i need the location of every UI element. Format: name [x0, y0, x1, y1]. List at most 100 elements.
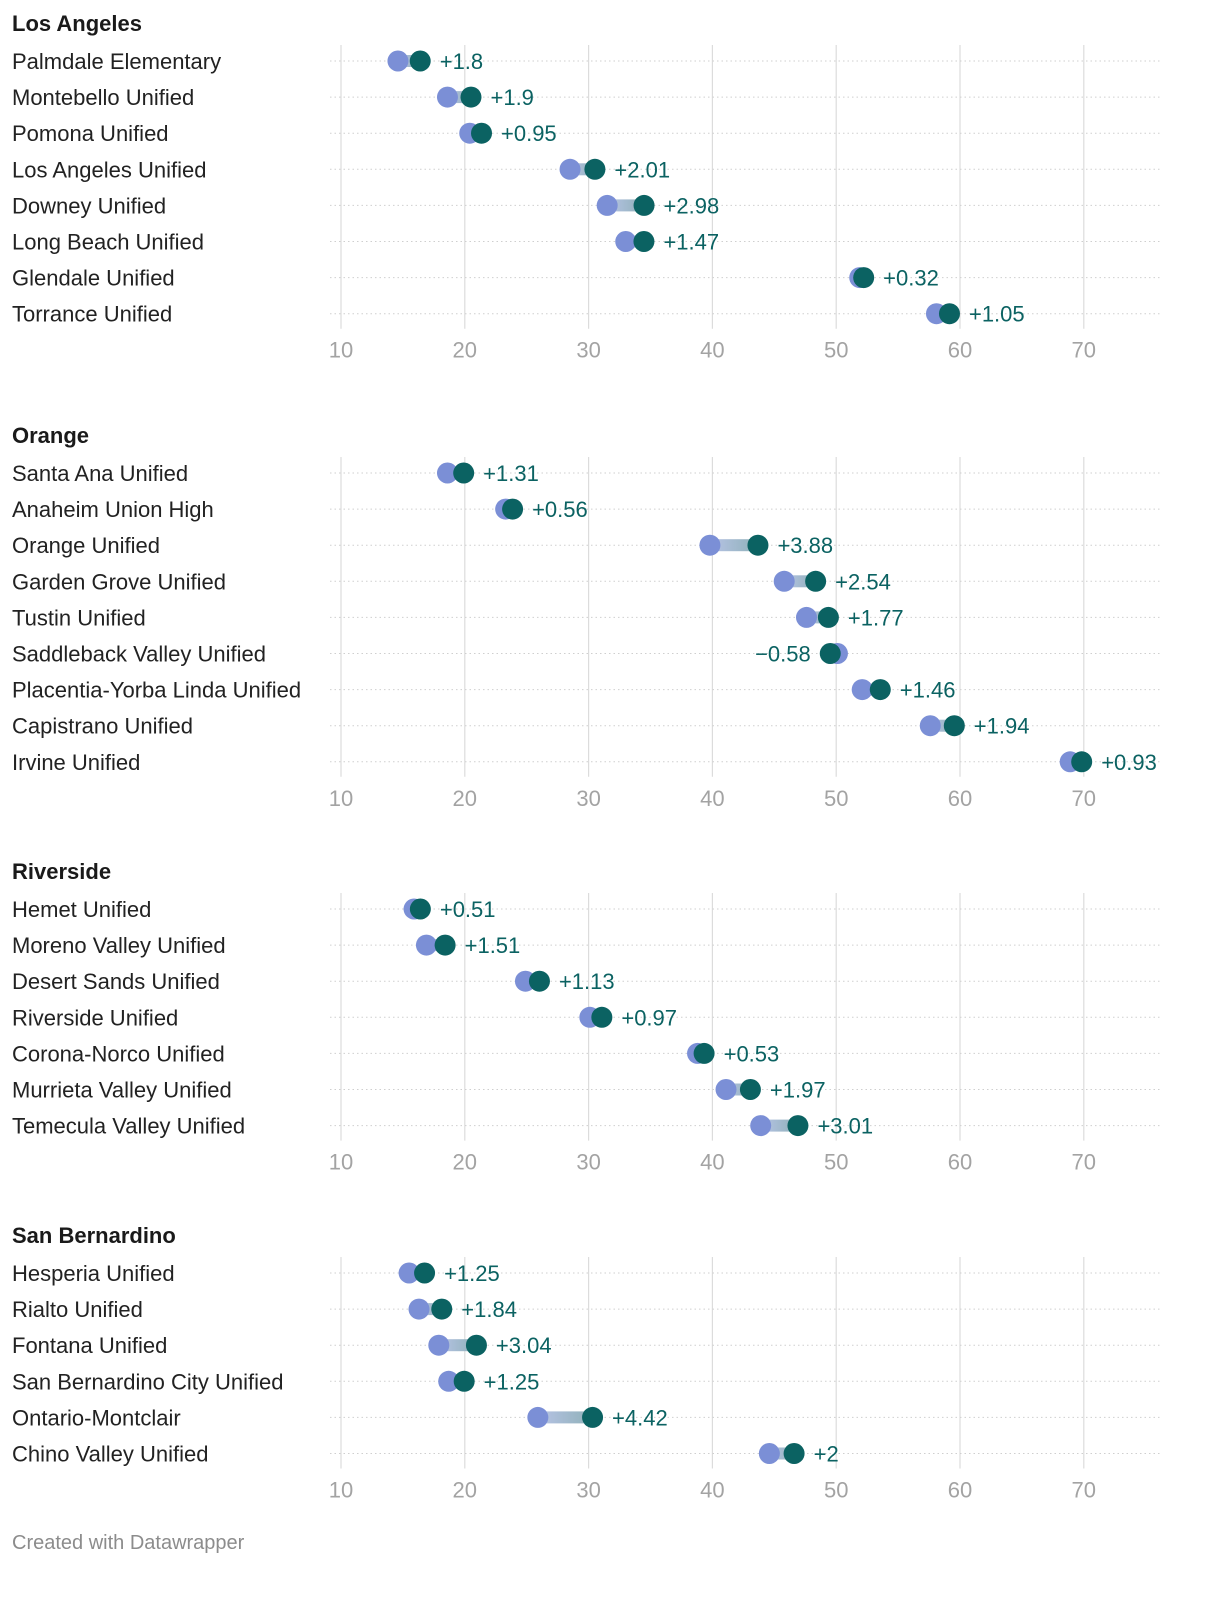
tick-label-50: 50 — [824, 1478, 848, 1503]
row: Placentia-Yorba Linda Unified +1.46 — [12, 678, 1162, 703]
row-label: Santa Ana Unified — [12, 461, 188, 486]
change-label: +1.13 — [559, 969, 615, 994]
end-dot — [805, 570, 827, 592]
start-dot — [438, 1370, 460, 1392]
end-dot — [591, 1006, 613, 1028]
row-label: Placentia-Yorba Linda Unified — [12, 678, 301, 703]
panel-title: Orange — [12, 423, 89, 448]
change-label: +1.46 — [900, 678, 956, 703]
row-label: San Bernardino City Unified — [12, 1369, 283, 1394]
change-label: +1.77 — [848, 605, 904, 630]
start-dot — [750, 1115, 772, 1137]
row-label: Murrieta Valley Unified — [12, 1078, 232, 1103]
end-dot — [584, 158, 606, 180]
row-label: Ontario-Montclair — [12, 1405, 181, 1430]
change-label: +3.01 — [817, 1114, 873, 1139]
end-dot — [528, 970, 550, 992]
end-dot — [414, 1262, 436, 1284]
row: Moreno Valley Unified +1.51 — [12, 933, 1162, 958]
change-label: −0.58 — [755, 642, 811, 667]
row-label: Pomona Unified — [12, 121, 169, 146]
change-label: +0.51 — [440, 897, 496, 922]
row: Montebello Unified +1.9 — [12, 85, 1162, 110]
start-dot — [398, 1262, 420, 1284]
end-dot — [1071, 751, 1093, 773]
start-dot — [527, 1406, 549, 1428]
panel-los-angeles: Los Angeles 10 20 30 40 50 60 70 Palmdale Elemen… — [12, 11, 1162, 363]
tick-label-60: 60 — [948, 786, 972, 811]
row-label: Capistrano Unified — [12, 714, 193, 739]
row-label: Tustin Unified — [12, 605, 146, 630]
change-label: +0.97 — [621, 1005, 677, 1030]
panel-orange: Orange 10 20 30 40 50 60 70 Santa Ana Unified +1.… — [12, 423, 1162, 811]
change-label: +1.94 — [974, 714, 1030, 739]
tick-label-70: 70 — [1072, 786, 1096, 811]
end-dot — [471, 122, 493, 144]
row: Downey Unified +2.98 — [12, 193, 1162, 218]
end-dot — [787, 1115, 809, 1137]
end-dot — [817, 606, 839, 628]
row: Pomona Unified +0.95 — [12, 121, 1162, 146]
row: San Bernardino City Unified +1.25 — [12, 1369, 1162, 1394]
row-label: Corona-Norco Unified — [12, 1041, 225, 1066]
tick-label-20: 20 — [453, 786, 477, 811]
change-label: +0.56 — [532, 497, 588, 522]
range-bar — [537, 1411, 593, 1424]
row-label: Fontana Unified — [12, 1333, 167, 1358]
range-bar — [709, 539, 758, 552]
change-label: +1.97 — [770, 1078, 826, 1103]
tick-label-20: 20 — [453, 338, 477, 363]
start-dot — [428, 1334, 450, 1356]
tick-label-40: 40 — [700, 786, 724, 811]
start-dot — [773, 570, 795, 592]
row-label: Hesperia Unified — [12, 1261, 175, 1286]
tick-label-50: 50 — [824, 338, 848, 363]
change-label: +0.95 — [501, 121, 557, 146]
tick-label-10: 10 — [329, 786, 353, 811]
row-label: Temecula Valley Unified — [12, 1114, 245, 1139]
start-dot — [559, 158, 581, 180]
row-label: Chino Valley Unified — [12, 1442, 208, 1467]
row: Murrieta Valley Unified +1.97 — [12, 1078, 1162, 1103]
row: Long Beach Unified +1.47 — [12, 230, 1162, 255]
tick-label-40: 40 — [700, 1478, 724, 1503]
row: Hesperia Unified +1.25 — [12, 1261, 1162, 1286]
end-dot — [943, 715, 965, 737]
tick-label-20: 20 — [453, 1150, 477, 1175]
end-dot — [938, 303, 960, 325]
tick-label-60: 60 — [948, 1150, 972, 1175]
start-dot — [436, 462, 458, 484]
end-dot — [633, 231, 655, 252]
start-dot — [795, 606, 817, 628]
change-label: +1.25 — [484, 1369, 540, 1394]
row-label: Irvine Unified — [12, 750, 140, 775]
row: Capistrano Unified +1.94 — [12, 714, 1162, 739]
row-label: Desert Sands Unified — [12, 969, 220, 994]
row: Chino Valley Unified +2 — [12, 1442, 1162, 1467]
row: Palmdale Elementary +1.8 — [12, 49, 1162, 74]
row-label: Glendale Unified — [12, 266, 175, 291]
change-label: +0.32 — [883, 266, 939, 291]
tick-label-70: 70 — [1072, 1478, 1096, 1503]
change-label: +4.42 — [612, 1405, 668, 1430]
tick-label-70: 70 — [1072, 1150, 1096, 1175]
start-dot — [415, 934, 437, 956]
end-dot — [819, 643, 841, 664]
row-label: Saddleback Valley Unified — [12, 642, 266, 667]
row-label: Palmdale Elementary — [12, 49, 221, 74]
end-dot — [693, 1042, 715, 1064]
row-label: Montebello Unified — [12, 85, 194, 110]
change-label: +2.01 — [614, 157, 670, 182]
tick-label-10: 10 — [329, 1150, 353, 1175]
change-label: +1.47 — [663, 230, 719, 255]
start-dot — [715, 1079, 737, 1100]
row: Ontario-Montclair +4.42 — [12, 1405, 1162, 1430]
end-dot — [853, 267, 875, 289]
row-label: Long Beach Unified — [12, 230, 204, 255]
row-label: Rialto Unified — [12, 1297, 143, 1322]
panel-san-bernardino: San Bernardino 10 20 30 40 50 60 70 Hesperia Uni… — [12, 1223, 1162, 1503]
end-dot — [747, 534, 769, 556]
row: Orange Unified +3.88 — [12, 533, 1162, 558]
row-label: Torrance Unified — [12, 302, 172, 327]
